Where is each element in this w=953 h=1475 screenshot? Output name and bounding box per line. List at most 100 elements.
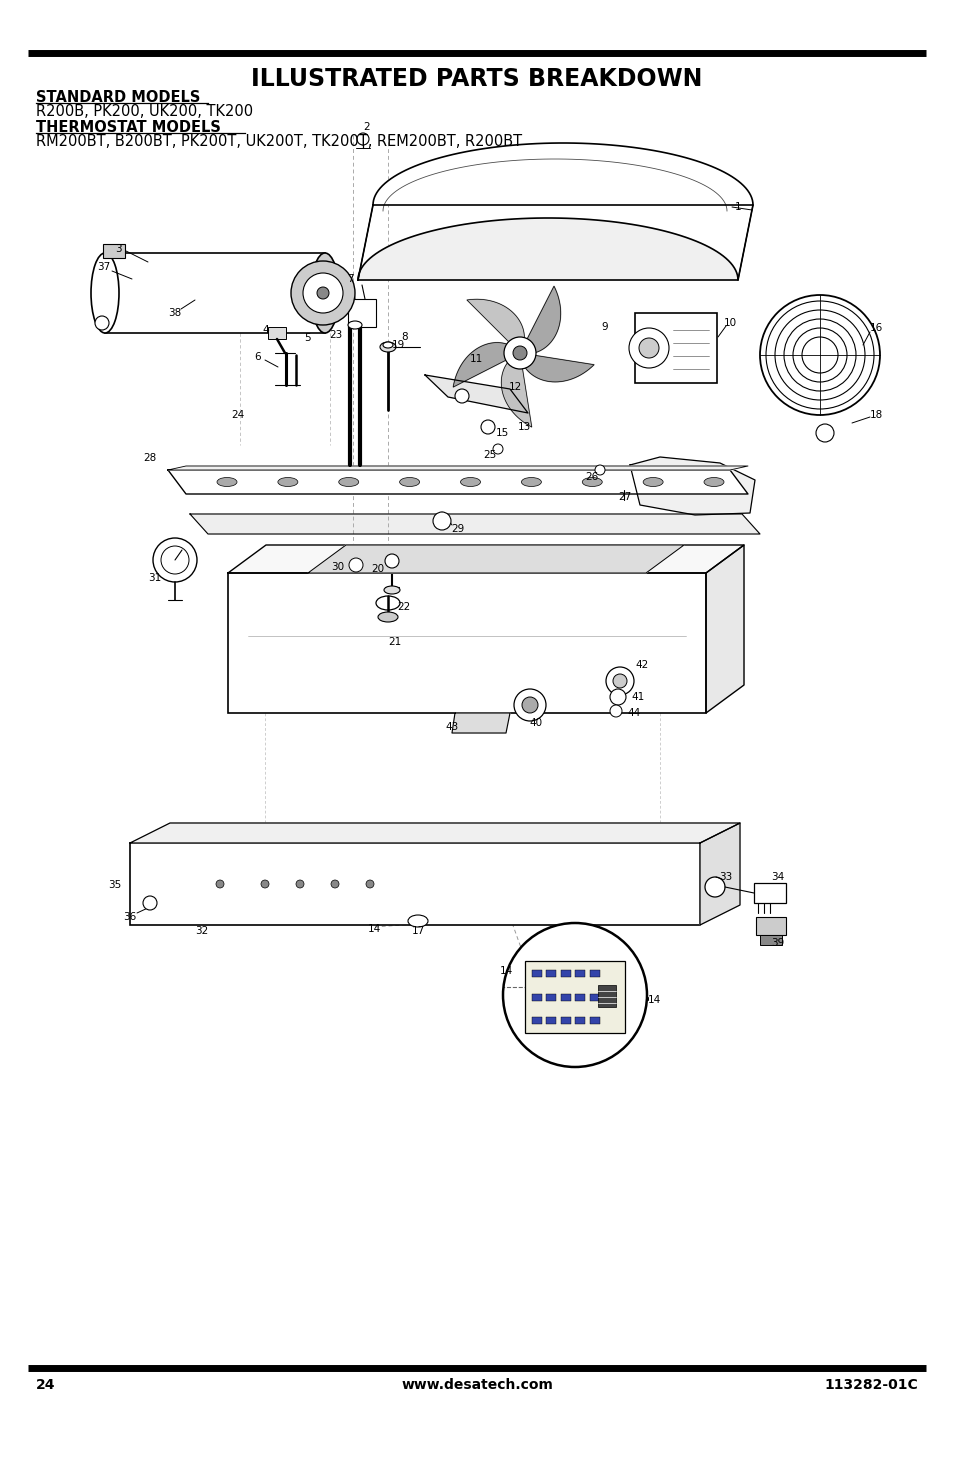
- Bar: [575, 971, 585, 976]
- Bar: [546, 994, 556, 1000]
- Bar: [589, 994, 599, 1000]
- Text: 38: 38: [168, 308, 181, 319]
- Text: 15: 15: [495, 428, 508, 438]
- Ellipse shape: [703, 478, 723, 487]
- Bar: [105, 254, 325, 333]
- Text: 11: 11: [469, 354, 482, 364]
- Polygon shape: [500, 353, 531, 428]
- Bar: [598, 985, 616, 1007]
- Circle shape: [513, 347, 526, 360]
- Circle shape: [613, 674, 626, 687]
- Bar: [589, 1016, 599, 1024]
- Bar: [760, 935, 781, 945]
- Bar: [753, 884, 785, 903]
- Bar: [546, 971, 556, 976]
- Circle shape: [161, 546, 189, 574]
- Polygon shape: [519, 353, 594, 382]
- Text: THERMOSTAT MODELS: THERMOSTAT MODELS: [36, 119, 221, 136]
- Bar: [103, 243, 125, 258]
- Polygon shape: [519, 286, 560, 353]
- Polygon shape: [190, 513, 760, 534]
- Bar: [546, 1016, 556, 1024]
- Ellipse shape: [408, 914, 428, 926]
- Polygon shape: [629, 457, 754, 515]
- Circle shape: [433, 512, 451, 530]
- Circle shape: [366, 881, 374, 888]
- Text: 21: 21: [388, 637, 401, 648]
- Text: 33: 33: [719, 872, 732, 882]
- Text: 113282-01C: 113282-01C: [823, 1378, 917, 1392]
- Circle shape: [356, 133, 369, 145]
- Ellipse shape: [379, 342, 395, 353]
- Circle shape: [331, 881, 338, 888]
- Circle shape: [95, 316, 109, 330]
- Circle shape: [385, 555, 398, 568]
- Circle shape: [480, 420, 495, 434]
- Ellipse shape: [521, 478, 540, 487]
- Text: 34: 34: [771, 872, 783, 882]
- Text: 22: 22: [397, 602, 410, 612]
- Text: 12: 12: [508, 382, 521, 392]
- Polygon shape: [373, 143, 752, 205]
- Circle shape: [704, 878, 724, 897]
- Text: 14: 14: [647, 996, 659, 1004]
- Ellipse shape: [399, 478, 419, 487]
- Circle shape: [595, 465, 604, 475]
- Ellipse shape: [91, 254, 119, 333]
- Text: 40: 40: [529, 718, 542, 729]
- Bar: [524, 962, 624, 1032]
- Text: 10: 10: [722, 319, 736, 327]
- Polygon shape: [130, 823, 740, 844]
- Text: 13: 13: [517, 422, 530, 432]
- Polygon shape: [168, 466, 747, 471]
- Circle shape: [605, 667, 634, 695]
- Text: STANDARD MODELS: STANDARD MODELS: [36, 90, 200, 105]
- Text: 17: 17: [411, 926, 424, 937]
- Text: 27: 27: [618, 493, 631, 502]
- Text: 4: 4: [262, 324, 269, 335]
- Ellipse shape: [382, 342, 393, 348]
- Text: ILLUSTRATED PARTS BREAKDOWN: ILLUSTRATED PARTS BREAKDOWN: [251, 66, 702, 91]
- Bar: [575, 1016, 585, 1024]
- Bar: [532, 994, 541, 1000]
- Polygon shape: [424, 375, 527, 413]
- Text: 3: 3: [114, 243, 121, 254]
- Ellipse shape: [460, 478, 480, 487]
- Text: RM200BT, B200BT, PK200T, UK200T, TK200T, REM200BT, R200BT: RM200BT, B200BT, PK200T, UK200T, TK200T,…: [36, 134, 521, 149]
- Bar: [532, 971, 541, 976]
- Text: 9: 9: [601, 322, 608, 332]
- Text: 2: 2: [363, 122, 370, 131]
- Ellipse shape: [642, 478, 662, 487]
- Polygon shape: [357, 218, 738, 280]
- Circle shape: [295, 881, 304, 888]
- Circle shape: [215, 881, 224, 888]
- Polygon shape: [168, 471, 747, 494]
- Text: 16: 16: [868, 323, 882, 333]
- Circle shape: [291, 261, 355, 324]
- Text: 8: 8: [401, 332, 408, 342]
- Text: 29: 29: [451, 524, 464, 534]
- Circle shape: [514, 689, 545, 721]
- Bar: [589, 971, 599, 976]
- Polygon shape: [466, 299, 524, 353]
- Polygon shape: [308, 544, 683, 572]
- Text: 37: 37: [97, 263, 111, 271]
- Circle shape: [609, 705, 621, 717]
- Bar: [228, 572, 705, 712]
- Bar: [268, 327, 286, 339]
- Text: 41: 41: [631, 692, 644, 702]
- Text: 14: 14: [498, 966, 512, 976]
- Polygon shape: [452, 712, 510, 733]
- Text: 7: 7: [346, 274, 353, 285]
- Ellipse shape: [338, 478, 358, 487]
- Circle shape: [349, 558, 363, 572]
- Text: 6: 6: [254, 353, 261, 361]
- Bar: [348, 299, 375, 327]
- Circle shape: [815, 423, 833, 442]
- Text: 20: 20: [371, 563, 384, 574]
- Text: 44: 44: [627, 708, 640, 718]
- Text: R200B, PK200, UK200, TK200: R200B, PK200, UK200, TK200: [36, 105, 253, 119]
- Bar: [130, 844, 700, 925]
- Ellipse shape: [216, 478, 236, 487]
- Bar: [560, 994, 571, 1000]
